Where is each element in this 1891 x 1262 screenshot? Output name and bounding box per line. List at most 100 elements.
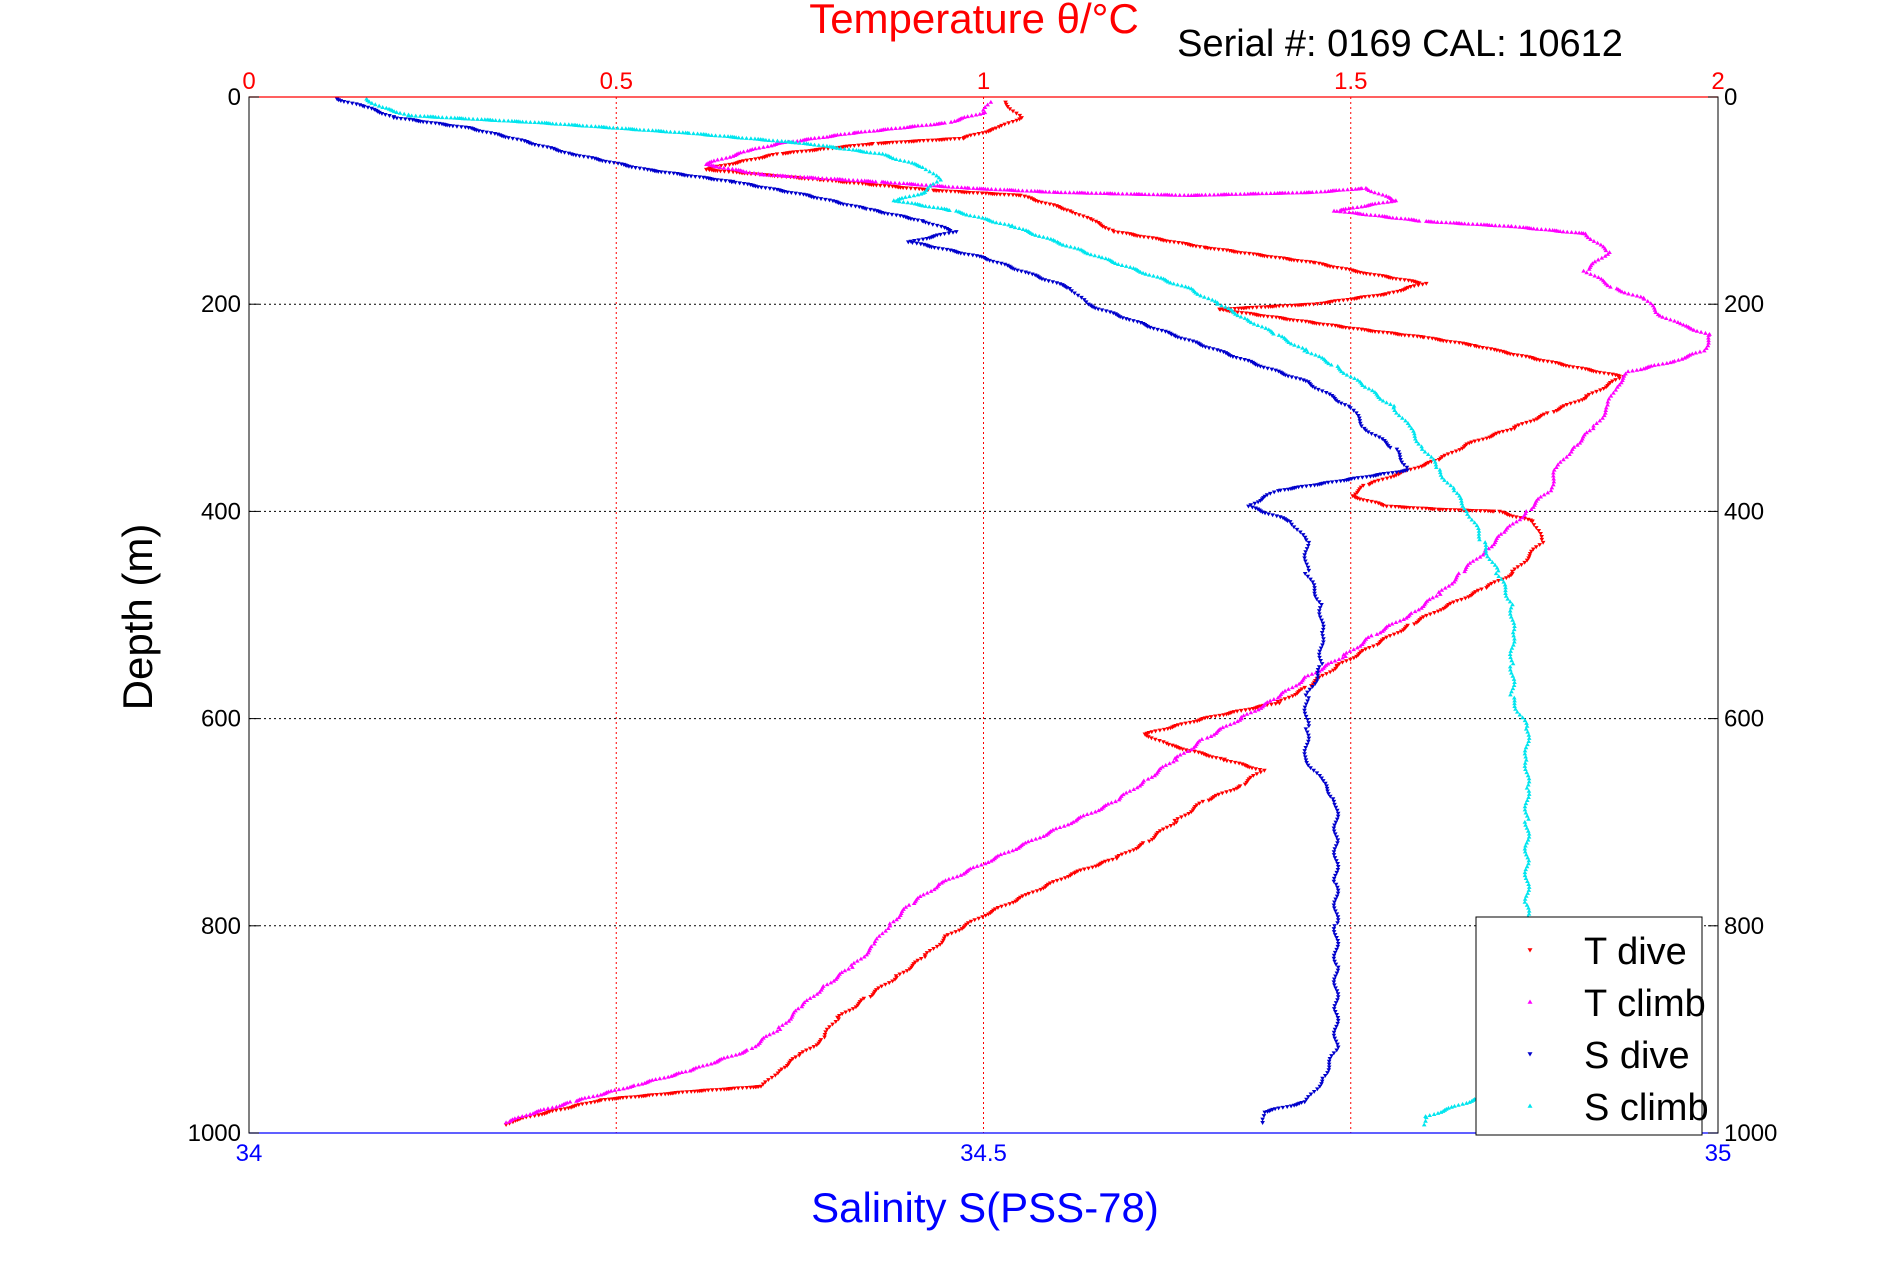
data-point bbox=[914, 241, 920, 246]
data-point bbox=[1355, 327, 1361, 332]
data-point bbox=[1432, 459, 1438, 464]
data-point bbox=[1526, 795, 1531, 799]
salinity-tick: 35 bbox=[1705, 1140, 1732, 1167]
data-point bbox=[1157, 728, 1163, 733]
data-point bbox=[1600, 415, 1605, 420]
data-point bbox=[1499, 576, 1504, 581]
data-point bbox=[755, 185, 761, 190]
data-point bbox=[918, 956, 924, 961]
data-point bbox=[1531, 523, 1537, 528]
data-point bbox=[584, 1101, 589, 1106]
data-point bbox=[864, 142, 869, 147]
data-point bbox=[1293, 683, 1299, 688]
data-point bbox=[1042, 278, 1048, 283]
data-point bbox=[715, 157, 720, 162]
data-point bbox=[580, 123, 586, 128]
data-point bbox=[1026, 271, 1031, 276]
data-point bbox=[1667, 360, 1673, 365]
data-point bbox=[1522, 718, 1528, 723]
data-point bbox=[1464, 509, 1469, 514]
data-point bbox=[1522, 819, 1528, 824]
data-point bbox=[1047, 202, 1053, 207]
data-point bbox=[1397, 455, 1403, 460]
data-point bbox=[1507, 352, 1513, 357]
data-point bbox=[341, 99, 347, 104]
data-point bbox=[1306, 721, 1311, 726]
data-point bbox=[775, 138, 780, 143]
data-point bbox=[1691, 327, 1697, 332]
data-point bbox=[1316, 600, 1322, 605]
data-point bbox=[1006, 121, 1012, 126]
data-point bbox=[1492, 562, 1498, 567]
data-point bbox=[1336, 662, 1342, 667]
data-point bbox=[1545, 490, 1551, 495]
data-point bbox=[897, 157, 903, 162]
data-point bbox=[1526, 831, 1532, 836]
data-point bbox=[615, 161, 621, 166]
data-point bbox=[1551, 470, 1556, 475]
data-point bbox=[1323, 390, 1329, 395]
data-point bbox=[1226, 306, 1232, 311]
data-point bbox=[807, 996, 813, 1000]
data-point bbox=[876, 151, 882, 156]
data-point bbox=[1179, 722, 1184, 727]
data-point bbox=[1355, 377, 1361, 382]
depth-tick-right: 1000 bbox=[1724, 1120, 1777, 1147]
data-point bbox=[1367, 645, 1372, 650]
data-point bbox=[882, 184, 887, 189]
data-point bbox=[1261, 314, 1266, 319]
data-point bbox=[905, 240, 911, 245]
data-point bbox=[933, 138, 939, 143]
data-point bbox=[1456, 508, 1461, 513]
data-point bbox=[1657, 313, 1663, 318]
data-point bbox=[864, 952, 869, 957]
data-point bbox=[876, 933, 882, 938]
data-point bbox=[1512, 704, 1517, 708]
data-point bbox=[688, 174, 694, 179]
data-point bbox=[1309, 671, 1315, 676]
data-point bbox=[1448, 601, 1453, 606]
data-point bbox=[875, 128, 880, 133]
data-point bbox=[1414, 439, 1419, 444]
data-point bbox=[850, 177, 856, 182]
data-point bbox=[1507, 611, 1513, 616]
data-point bbox=[1489, 223, 1495, 228]
data-point bbox=[1394, 447, 1400, 452]
data-point bbox=[1115, 230, 1121, 235]
data-point bbox=[639, 1081, 645, 1086]
data-point bbox=[1317, 1084, 1323, 1089]
data-point bbox=[606, 1097, 612, 1102]
data-point bbox=[1397, 277, 1403, 282]
data-point bbox=[1267, 491, 1273, 496]
data-point bbox=[1510, 602, 1515, 607]
data-point bbox=[1341, 298, 1346, 303]
data-point bbox=[1304, 562, 1310, 567]
data-point bbox=[936, 189, 942, 194]
data-point bbox=[1216, 247, 1221, 252]
data-point bbox=[369, 100, 375, 105]
data-point bbox=[801, 174, 807, 179]
data-point bbox=[1489, 544, 1494, 549]
data-point bbox=[1269, 702, 1274, 707]
data-point bbox=[1706, 340, 1711, 345]
salinity-axis-title: Salinity S(PSS-78) bbox=[811, 1184, 1159, 1231]
data-point bbox=[1366, 482, 1372, 487]
data-point bbox=[1334, 1024, 1339, 1029]
data-point bbox=[1678, 321, 1683, 326]
data-point bbox=[1513, 706, 1518, 711]
data-point bbox=[1005, 105, 1010, 109]
data-point bbox=[397, 110, 403, 115]
data-point bbox=[1237, 717, 1243, 722]
data-point bbox=[1491, 509, 1497, 514]
data-point bbox=[1373, 433, 1378, 438]
data-point bbox=[1171, 240, 1177, 245]
data-point bbox=[1109, 800, 1114, 805]
data-point bbox=[1523, 754, 1528, 759]
data-point bbox=[1232, 760, 1238, 765]
data-point bbox=[1320, 621, 1326, 626]
data-point bbox=[586, 1094, 592, 1099]
data-point bbox=[1648, 301, 1654, 306]
data-point bbox=[838, 146, 843, 151]
data-point bbox=[1326, 1059, 1332, 1064]
